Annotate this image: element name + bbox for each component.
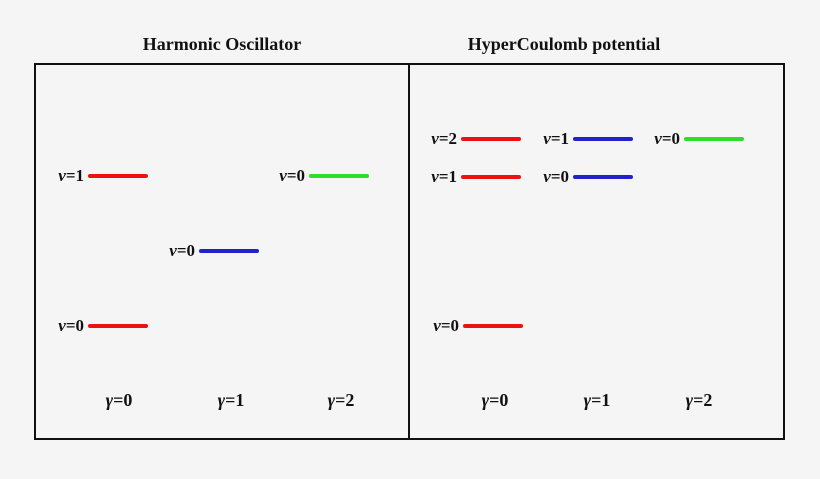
level-ho-g2-v0: ν=0 [272,166,369,186]
nu-symbol: ν [543,167,551,186]
gamma-symbol: γ [481,390,490,410]
panel-title-hypercoulomb: HyperCoulomb potential [467,34,661,54]
nu-symbol: ν [433,316,441,335]
nu-symbol: ν [431,167,439,186]
x-label-ho-gamma-0: γ=0 [106,390,133,410]
level-line [463,324,523,328]
level-label: ν=0 [51,316,84,336]
gamma-symbol: γ [327,390,336,410]
panel-divider [408,63,410,440]
x-label-value: =1 [591,390,611,410]
level-value: =0 [286,166,305,185]
gamma-symbol: γ [217,390,226,410]
level-ho-g1-v0: ν=0 [162,241,259,261]
level-hc-g2-v0: ν=0 [647,129,744,149]
level-label: ν=0 [272,166,305,186]
level-label: ν=2 [424,129,457,149]
level-label: ν=0 [647,129,680,149]
level-line [573,137,633,141]
level-hc-g1-v0: ν=0 [536,167,633,187]
level-label: ν=0 [536,167,569,187]
nu-symbol: ν [279,166,287,185]
gamma-symbol: γ [105,390,114,410]
level-value: =0 [661,129,680,148]
level-line [461,137,521,141]
x-label-value: =2 [693,390,713,410]
nu-symbol: ν [654,129,662,148]
level-label: ν=1 [424,167,457,187]
level-hc-g1-v1: ν=1 [536,129,633,149]
level-label: ν=0 [426,316,459,336]
gamma-symbol: γ [583,390,592,410]
nu-symbol: ν [431,129,439,148]
level-value: =0 [176,241,195,260]
level-ho-g0-v1: ν=1 [51,166,148,186]
level-ho-g0-v0: ν=0 [51,316,148,336]
level-value: =1 [550,129,569,148]
level-value: =0 [65,316,84,335]
level-hc-g0-v1: ν=1 [424,167,521,187]
level-line [88,174,148,178]
nu-symbol: ν [543,129,551,148]
x-label-value: =1 [225,390,245,410]
x-label-hc-gamma-2: γ=2 [686,390,713,410]
x-label-value: =2 [335,390,355,410]
gamma-symbol: γ [685,390,694,410]
x-label-value: =0 [113,390,133,410]
level-value: =1 [65,166,84,185]
level-value: =1 [438,167,457,186]
level-line [461,175,521,179]
level-value: =2 [438,129,457,148]
x-label-hc-gamma-1: γ=1 [584,390,611,410]
level-value: =0 [550,167,569,186]
level-line [309,174,369,178]
level-hc-g0-v2: ν=2 [424,129,521,149]
level-line [573,175,633,179]
level-line [684,137,744,141]
level-label: ν=1 [536,129,569,149]
level-value: =0 [440,316,459,335]
nu-symbol: ν [58,316,66,335]
level-hc-g0-v0: ν=0 [426,316,523,336]
x-label-value: =0 [489,390,509,410]
level-line [88,324,148,328]
nu-symbol: ν [58,166,66,185]
panel-title-harmonic-oscillator: Harmonic Oscillator [142,34,302,54]
level-label: ν=0 [162,241,195,261]
nu-symbol: ν [169,241,177,260]
level-label: ν=1 [51,166,84,186]
level-line [199,249,259,253]
x-label-ho-gamma-2: γ=2 [328,390,355,410]
x-label-hc-gamma-0: γ=0 [482,390,509,410]
x-label-ho-gamma-1: γ=1 [218,390,245,410]
